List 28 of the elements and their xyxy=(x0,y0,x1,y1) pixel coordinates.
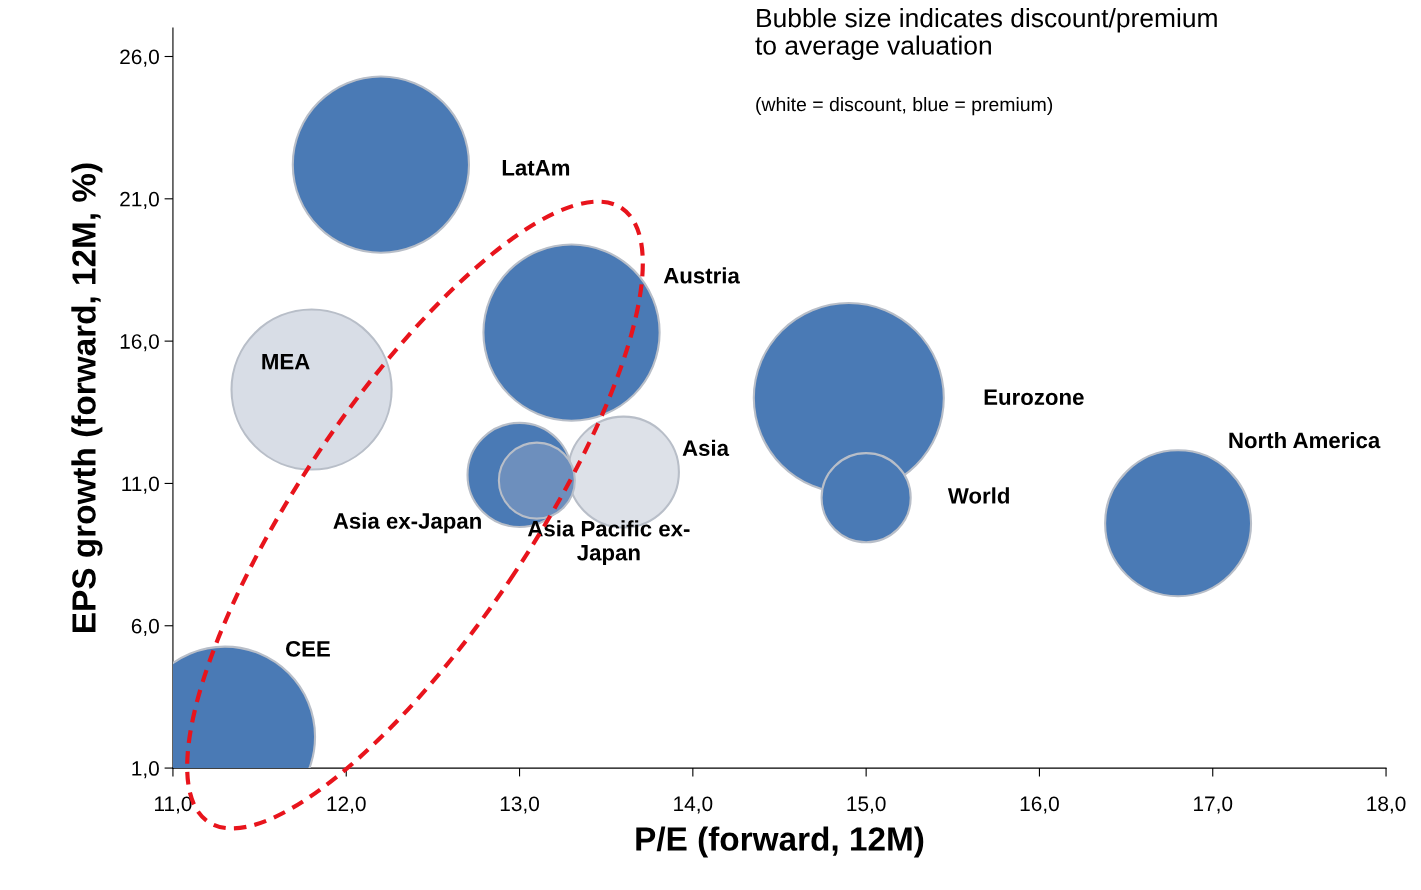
y-tick-label: 26,0 xyxy=(120,49,159,67)
x-tick-label: 17,0 xyxy=(1194,796,1233,814)
series-label: MEA xyxy=(262,353,310,370)
x-tick-label: 13,0 xyxy=(500,796,539,814)
series-label: CEE xyxy=(285,640,330,657)
series-label: World xyxy=(947,487,1009,504)
annotation: (white = discount, blue = premium) xyxy=(756,97,1053,116)
series-label: Asia Pacific ex- Japan xyxy=(527,520,690,565)
annotation: Bubble size indicates discount/premium to average valuation xyxy=(755,8,1217,61)
x-tick-label: 16,0 xyxy=(1020,796,1059,814)
x-tick-label: 14,0 xyxy=(674,796,713,814)
y-axis-title: EPS growth (forward, 12M, %) xyxy=(71,163,103,632)
x-axis-title: P/E (forward, 12M) xyxy=(636,826,924,858)
y-tick-label: 11,0 xyxy=(122,476,159,494)
x-tick-label: 12,0 xyxy=(327,796,366,814)
series-label: Asia xyxy=(682,439,730,457)
series-label: Austria xyxy=(663,267,740,284)
series-label: Asia ex-Japan xyxy=(333,512,481,534)
y-tick-label: 6,0 xyxy=(131,618,159,636)
y-tick-label: 16,0 xyxy=(120,334,159,352)
series-label: LatAm xyxy=(502,160,570,176)
x-tick-label: 11,0 xyxy=(155,796,192,814)
x-tick-label: 15,0 xyxy=(847,796,886,814)
y-tick-label: 21,0 xyxy=(120,191,159,210)
series-label: Eurozone xyxy=(984,389,1084,406)
x-tick-label: 18,0 xyxy=(1367,796,1406,814)
series-label: North America xyxy=(1229,431,1381,449)
y-tick-label: 1,0 xyxy=(132,761,159,779)
